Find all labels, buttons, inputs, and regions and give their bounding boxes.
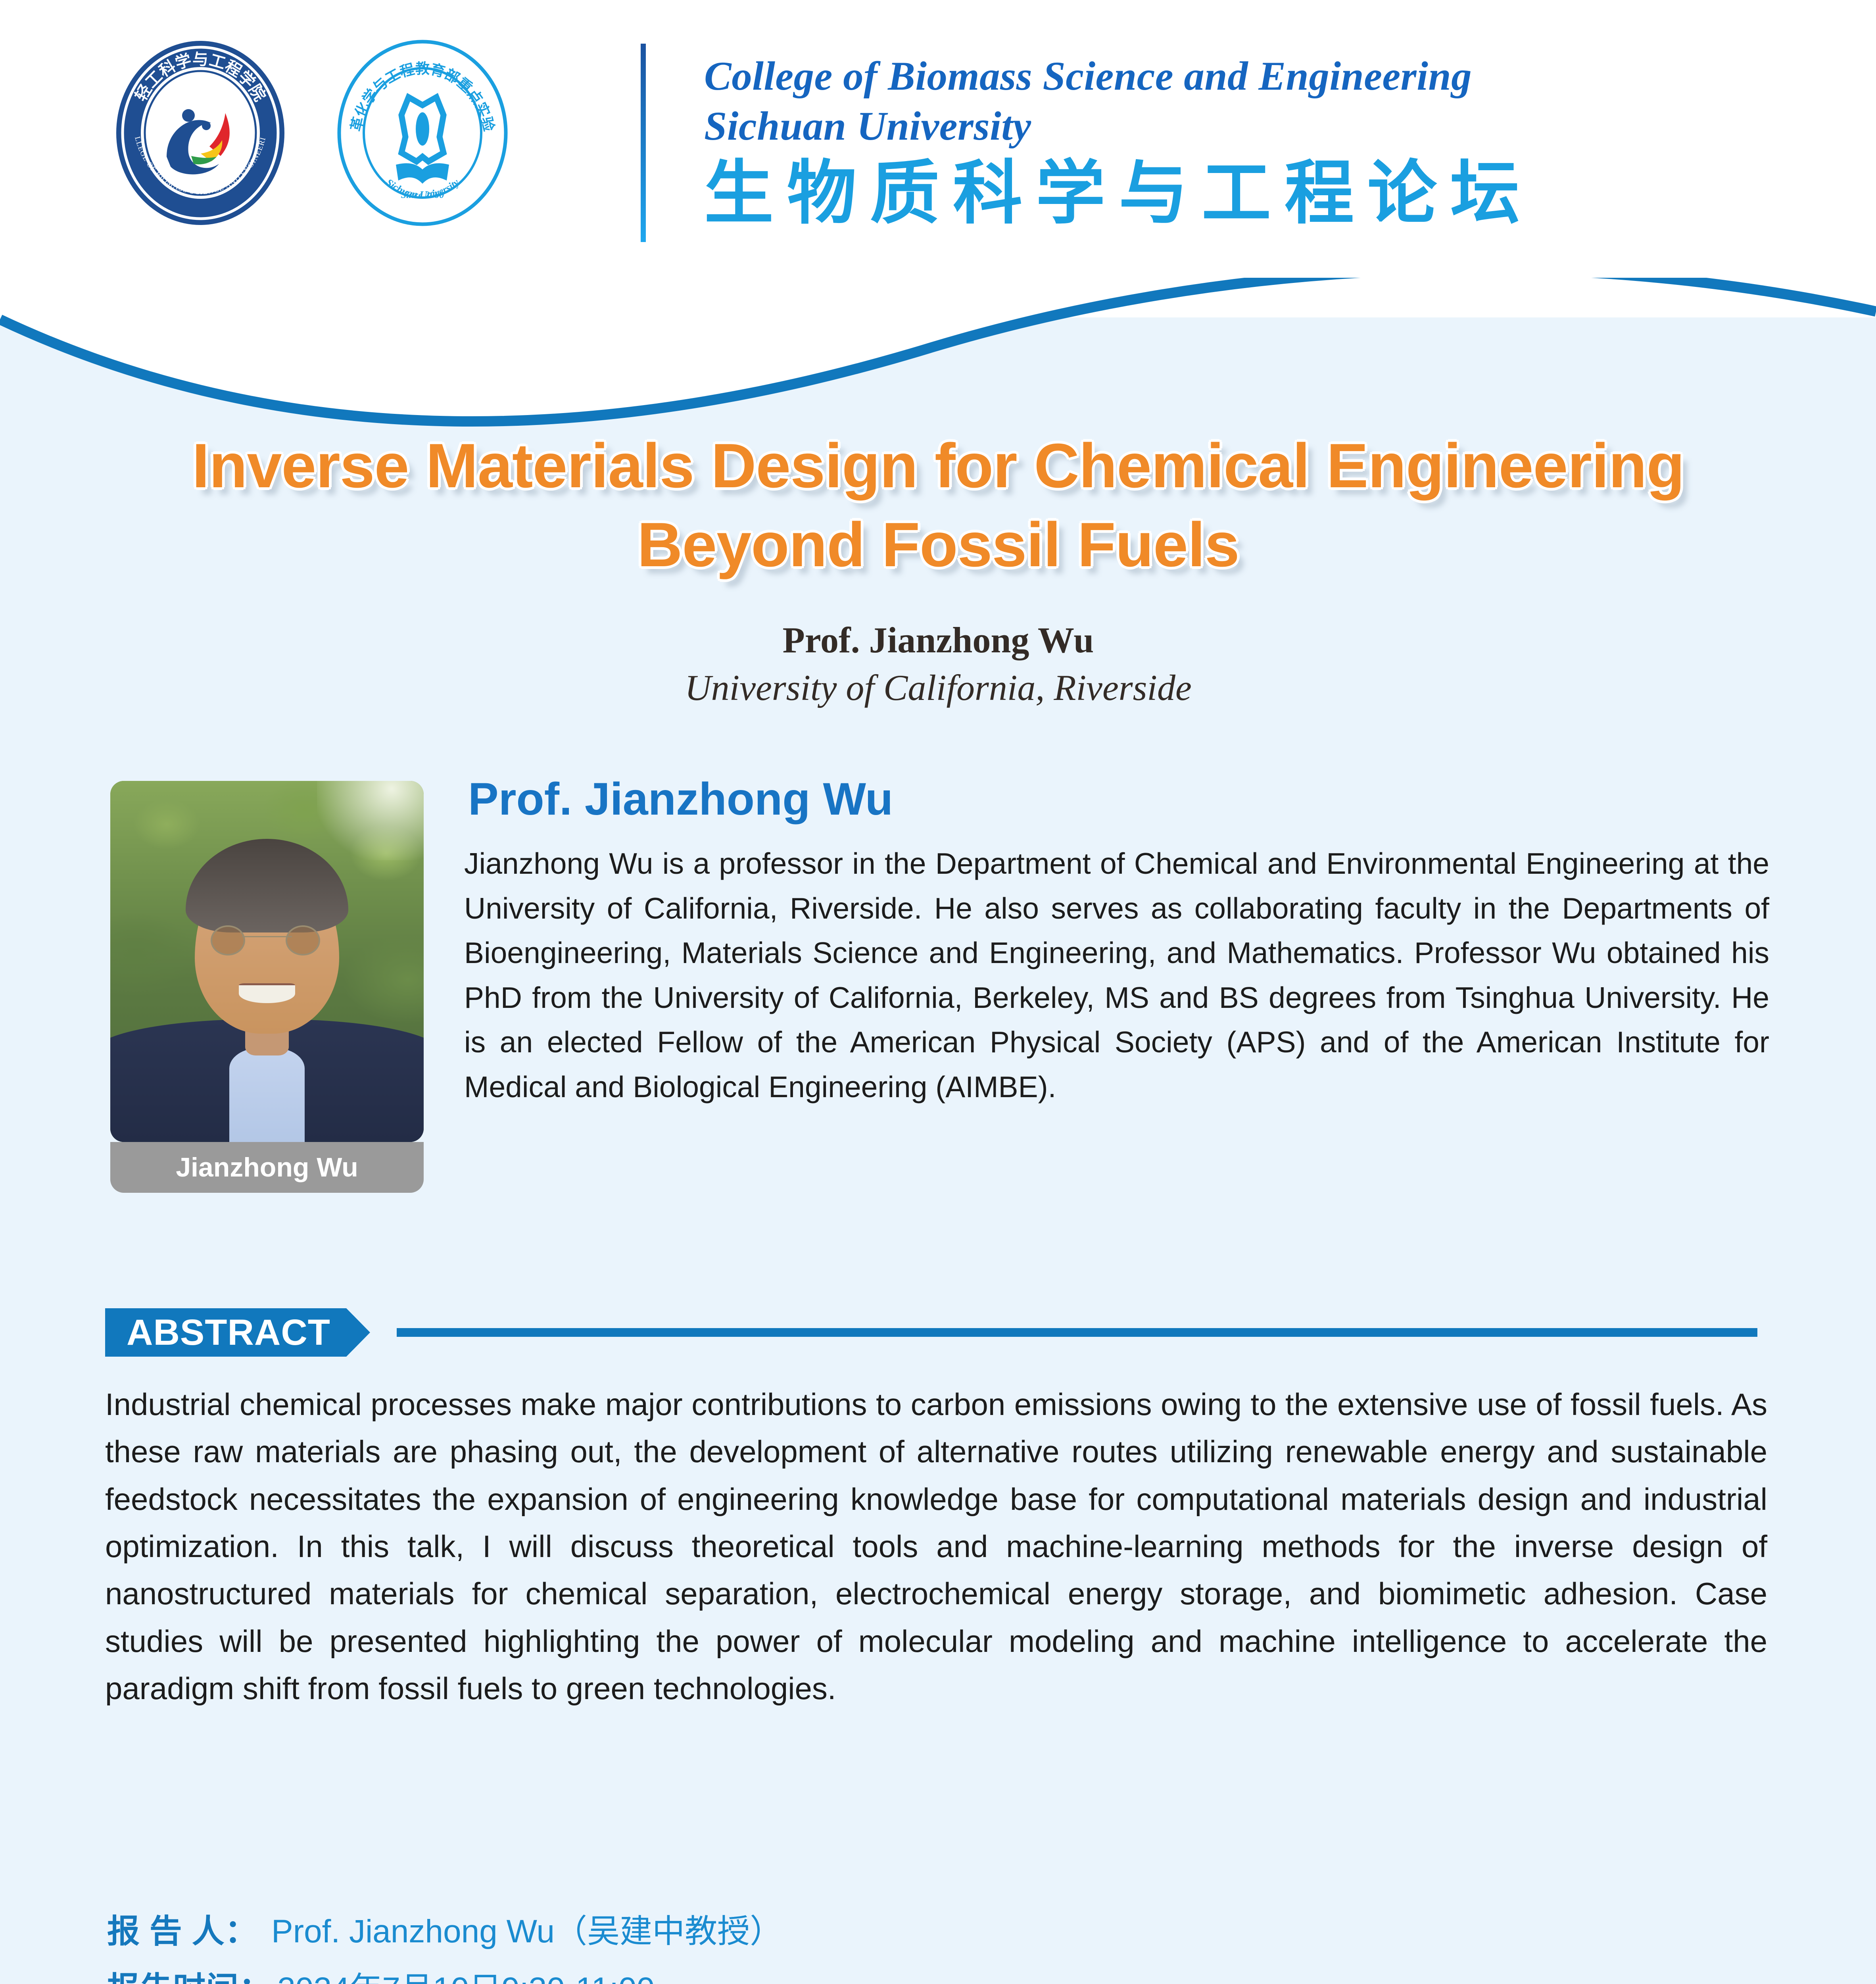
college-seal-logo: 轻工科学与工程学院 COLLEGE OF BIOMASS SCIENCE AND… — [104, 31, 294, 228]
page-title: Inverse Materials Design for Chemical En… — [192, 431, 1685, 580]
key-lab-seal-logo: 皮革化学与工程教育部重点实验室 Sichuan University Since… — [322, 25, 516, 228]
speaker-heading: Prof. Jianzhong Wu — [468, 774, 893, 825]
detail-value-time: 2024年7月10日9:30-11:00 — [277, 1962, 655, 1984]
talk-speaker-affiliation: University of California, Riverside — [685, 667, 1192, 708]
detail-row-speaker: 报 告 人： Prof. Jianzhong Wu（吴建中教授） — [107, 1905, 852, 1952]
poster-header: 轻工科学与工程学院 COLLEGE OF BIOMASS SCIENCE AND… — [0, 0, 1876, 278]
speaker-bio: Jianzhong Wu is a professor in the Depar… — [464, 847, 1769, 1104]
photo-caption: Jianzhong Wu — [110, 1142, 424, 1193]
abstract-divider-rule — [397, 1328, 1757, 1337]
header-english-line1: College of Biomass Science and Engineeri… — [704, 54, 1472, 99]
top-wave-tint-clip — [0, 262, 1876, 429]
detail-label-speaker: 报 告 人： — [107, 1913, 258, 1949]
detail-row-time: 报告时间： 2024年7月10日9:30-11:00 — [107, 1962, 852, 1984]
abstract-label: ABSTRACT — [105, 1308, 370, 1357]
header-vertical-divider — [641, 44, 646, 242]
photo-glasses-left-lens — [210, 925, 245, 956]
photo-sky-highlight — [317, 781, 424, 861]
detail-value-speaker: Prof. Jianzhong Wu（吴建中教授） — [271, 1913, 783, 1949]
abstract-body: Industrial chemical processes make major… — [105, 1387, 1767, 1706]
svg-text:Since 2000: Since 2000 — [401, 190, 444, 200]
speaker-photo — [110, 781, 424, 1142]
photo-glasses-right-lens — [286, 925, 321, 956]
talk-speaker-name: Prof. Jianzhong Wu — [782, 620, 1094, 660]
photo-shirt — [229, 1048, 305, 1142]
top-wave-tint — [0, 262, 1876, 429]
header-chinese-forum-title: 生物质科学与工程论坛 — [704, 155, 1533, 232]
event-details: 报 告 人： Prof. Jianzhong Wu（吴建中教授） 报告时间： 2… — [107, 1905, 852, 1984]
abstract-section-header: ABSTRACT — [105, 1308, 370, 1357]
photo-glasses-bridge — [242, 936, 292, 938]
logo-group: 轻工科学与工程学院 COLLEGE OF BIOMASS SCIENCE AND… — [104, 25, 516, 228]
detail-label-time: 报告时间： — [107, 1962, 272, 1984]
photo-smile — [238, 983, 296, 1004]
header-english-title: College of Biomass Science and Engineeri… — [704, 52, 1472, 151]
header-english-line2: Sichuan University — [704, 103, 1031, 149]
